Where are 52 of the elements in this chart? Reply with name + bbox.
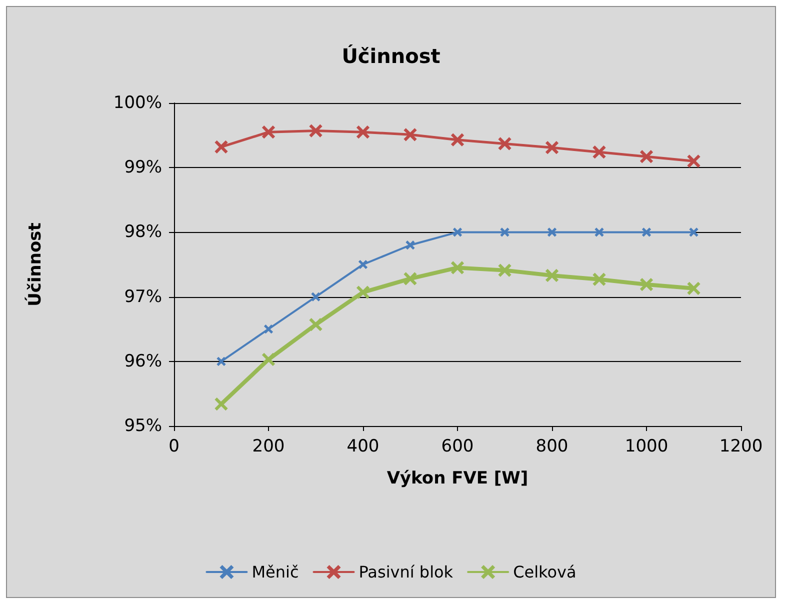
point	[356, 286, 370, 299]
chart-title: Účinnost	[342, 44, 441, 68]
point	[310, 318, 322, 331]
point	[215, 140, 228, 154]
x-axis-title: Výkon FVE [W]	[386, 468, 528, 488]
x-tick-label: 200	[252, 436, 285, 456]
point	[453, 228, 462, 236]
point	[640, 278, 653, 291]
point	[595, 228, 604, 236]
legend-label: Měnič	[252, 562, 299, 582]
point	[451, 134, 464, 146]
y-tick-label: 97%	[124, 286, 162, 307]
y-tick-label: 98%	[124, 222, 162, 242]
point	[358, 260, 368, 269]
point	[548, 228, 556, 236]
legend-label: Pasivní blok	[358, 562, 454, 582]
point	[498, 137, 511, 150]
point	[404, 272, 416, 285]
point	[264, 324, 273, 334]
point	[500, 228, 509, 236]
y-tick-label: 99%	[124, 158, 162, 178]
point	[498, 264, 511, 277]
point	[404, 128, 416, 141]
point	[262, 353, 275, 366]
point	[406, 240, 414, 250]
point	[451, 261, 464, 274]
point	[640, 150, 653, 163]
point	[690, 228, 698, 236]
point	[642, 228, 651, 236]
point	[688, 282, 700, 295]
point	[593, 273, 606, 286]
point	[356, 126, 370, 138]
point	[310, 124, 322, 138]
point	[217, 357, 226, 366]
x-tick-label: 600	[441, 436, 474, 456]
y-axis-title: Účinnost	[24, 222, 46, 306]
x-tick-label: 800	[536, 436, 568, 456]
x-tick-label: 400	[346, 436, 380, 456]
y-tick-label: 96%	[124, 351, 162, 372]
point	[262, 126, 275, 138]
x-tick-label: 0	[168, 436, 180, 456]
y-tick-label: 95%	[124, 416, 162, 436]
x-tick-label: 1000	[624, 436, 668, 456]
point	[312, 292, 320, 302]
point	[593, 146, 606, 158]
y-tick-label: 100%	[113, 93, 162, 113]
point	[546, 269, 558, 282]
point	[215, 398, 228, 410]
point	[546, 141, 558, 154]
point	[688, 154, 700, 168]
legend-label: Celková	[513, 562, 576, 582]
x-tick-label: 1200	[719, 436, 763, 456]
